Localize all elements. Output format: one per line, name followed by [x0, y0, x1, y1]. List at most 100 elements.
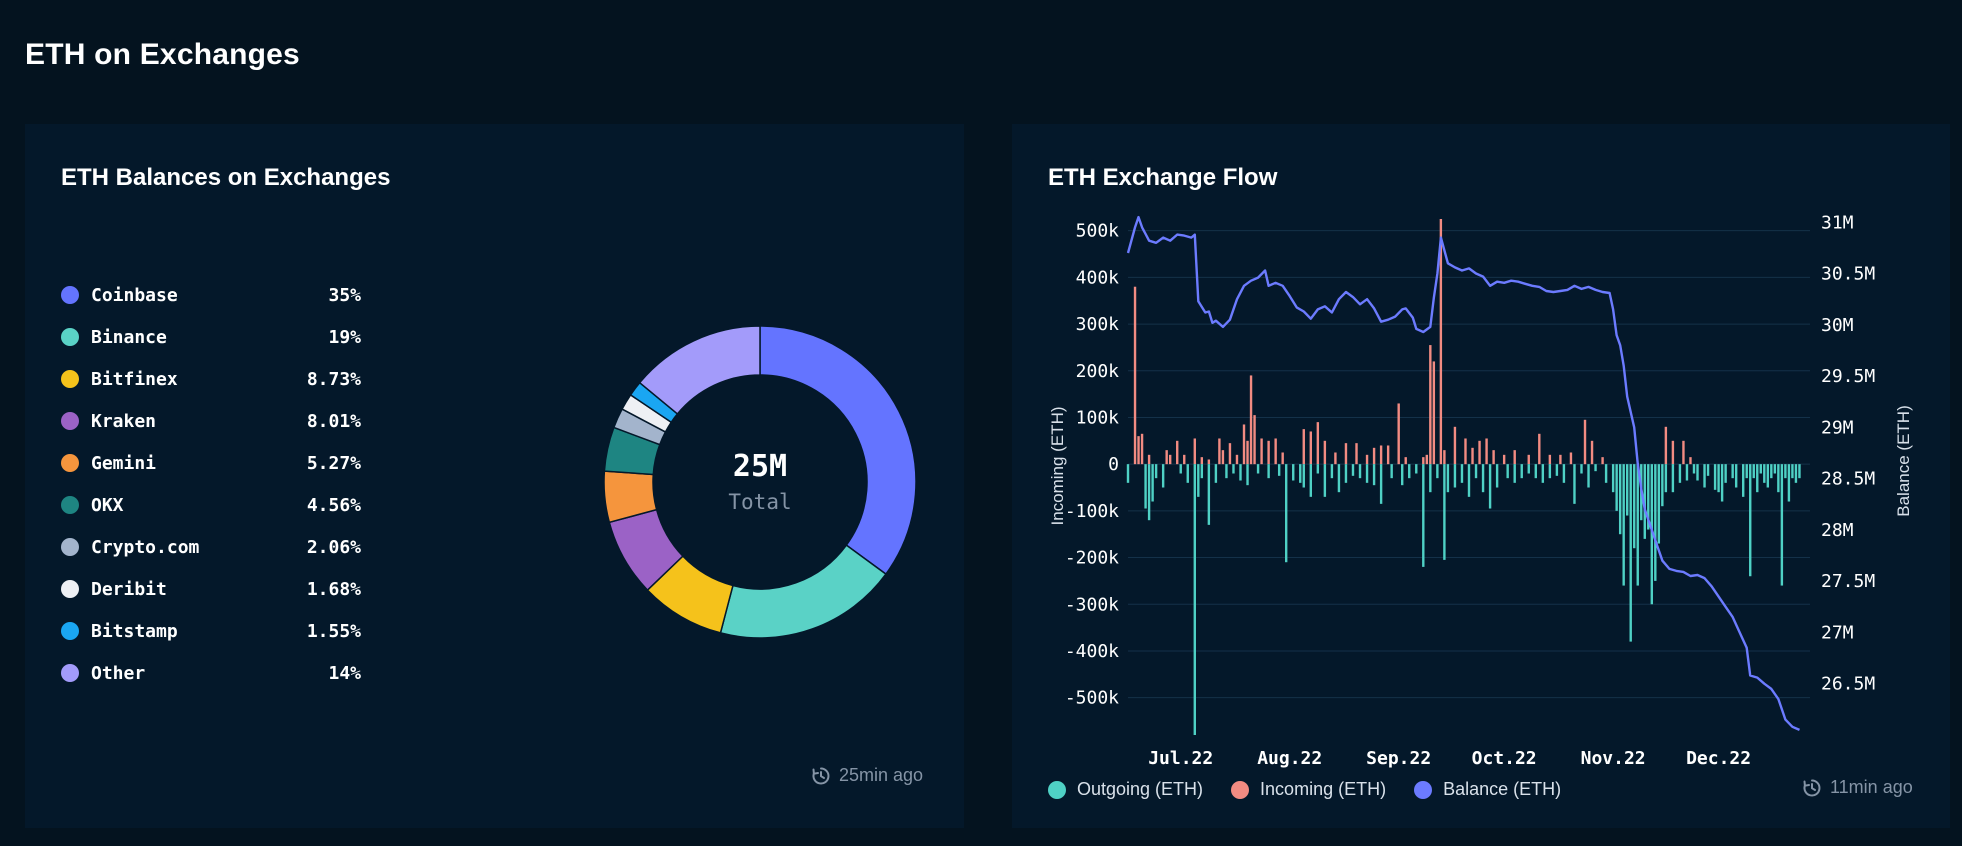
incoming-bar — [1590, 440, 1594, 465]
incoming-bar — [1323, 440, 1327, 465]
outgoing-bar — [1292, 464, 1295, 481]
donut-slice-binance[interactable] — [719, 544, 887, 639]
outgoing-bar — [1151, 464, 1154, 502]
outgoing-bar — [1555, 464, 1559, 476]
outgoing-bar — [1696, 464, 1699, 481]
x-axis-tick: Nov.22 — [1581, 748, 1646, 769]
outgoing-bar — [1671, 464, 1675, 493]
outgoing-bar — [1770, 464, 1773, 479]
outgoing-bar — [1330, 464, 1334, 479]
legend-percent: 8.01% — [306, 410, 361, 432]
outgoing-bar — [1225, 464, 1228, 479]
donut-slice-coinbase[interactable] — [759, 325, 917, 576]
legend-percent: 1.55% — [306, 620, 361, 642]
right-axis-tick: 30.5M — [1821, 264, 1875, 285]
balances-panel: ETH Balances on Exchanges Coinbase 35% Bin… — [25, 124, 964, 828]
legend-item[interactable]: Deribit 1.68% — [61, 575, 361, 603]
incoming-bar — [1429, 345, 1432, 465]
legend-name: Deribit — [91, 578, 167, 600]
incoming-bar — [1260, 438, 1263, 465]
legend-percent: 1.68% — [306, 578, 361, 600]
incoming-bar — [1425, 454, 1429, 465]
outgoing-bar — [1548, 464, 1552, 479]
donut-slice-other[interactable] — [638, 325, 761, 415]
left-axis-tick: 0 — [1108, 454, 1119, 475]
outgoing-bar — [1193, 464, 1196, 735]
incoming-bar — [1439, 219, 1443, 465]
incoming-bar — [1140, 433, 1144, 465]
incoming-bar — [1527, 454, 1530, 465]
outgoing-bar — [1724, 464, 1727, 483]
incoming-bar — [1492, 450, 1495, 465]
outgoing-bar — [1467, 464, 1471, 497]
outgoing-bar — [1527, 464, 1530, 474]
flow-legend-item[interactable]: Balance (ETH) — [1414, 779, 1561, 800]
legend-item[interactable]: Crypto.com 2.06% — [61, 533, 361, 561]
incoming-bar — [1176, 440, 1179, 465]
outgoing-bar — [1460, 464, 1464, 483]
incoming-bar — [1502, 454, 1506, 465]
flow-legend-item[interactable]: Outgoing (ETH) — [1048, 779, 1203, 800]
incoming-bar — [1397, 403, 1400, 465]
legend-item[interactable]: Gemini 5.27% — [61, 449, 361, 477]
legend-item[interactable]: Bitstamp 1.55% — [61, 617, 361, 645]
legend-item[interactable]: Kraken 8.01% — [61, 407, 361, 435]
x-axis-tick: Oct.22 — [1472, 748, 1537, 769]
outgoing-bar — [1580, 464, 1583, 474]
outgoing-bar — [1587, 464, 1590, 488]
flow-legend-item[interactable]: Incoming (ETH) — [1231, 779, 1386, 800]
outgoing-bar — [1488, 464, 1492, 509]
outgoing-bar — [1239, 464, 1242, 481]
incoming-bar — [1253, 415, 1256, 465]
outgoing-bar — [1436, 464, 1439, 479]
outgoing-bar — [1443, 464, 1446, 560]
legend-name: Binance — [91, 326, 167, 348]
legend-name: Gemini — [91, 452, 157, 474]
outgoing-bar — [1365, 464, 1369, 483]
left-axis-tick: -200k — [1065, 548, 1119, 569]
balances-updated: 25min ago — [811, 765, 923, 786]
flow-panel: ETH Exchange Flow 500k 400k 300k 200k 100k 0 -… — [1012, 124, 1950, 828]
outgoing-bar — [1534, 464, 1537, 479]
incoming-bar — [1344, 443, 1348, 465]
incoming-bar — [1432, 361, 1436, 465]
flow-right-axis-ticks: 31M 30.5M 30M 29.5M 29M 28.5M 28M 27.5M 27M 26.5M — [1821, 212, 1875, 694]
outgoing-bar — [1506, 464, 1509, 479]
outgoing-bar — [1643, 464, 1646, 539]
incoming-bar — [1165, 450, 1168, 465]
incoming-bar — [1372, 447, 1376, 465]
legend-dot — [61, 664, 79, 682]
legend-item[interactable]: Binance 19% — [61, 323, 361, 351]
incoming-bar — [1548, 454, 1552, 465]
incoming-bar — [1471, 447, 1474, 465]
incoming-bar — [1386, 445, 1390, 465]
incoming-bar — [1249, 375, 1253, 465]
outgoing-bar — [1629, 464, 1632, 642]
flow-panel-title: ETH Exchange Flow — [1048, 164, 1278, 191]
legend-percent: 2.06% — [306, 536, 361, 558]
left-axis-tick: -500k — [1065, 688, 1119, 709]
left-axis-tick: 300k — [1076, 314, 1120, 335]
flow-legend-dot — [1414, 780, 1433, 799]
outgoing-bar — [1633, 464, 1636, 549]
right-axis-tick: 27M — [1821, 622, 1854, 643]
left-axis-tick: 400k — [1076, 267, 1120, 288]
legend-item[interactable]: Other 14% — [61, 659, 361, 687]
flow-gridlines — [1128, 230, 1810, 699]
outgoing-bar — [1731, 464, 1734, 479]
outgoing-bar — [1408, 464, 1411, 479]
legend-item[interactable]: Bitfinex 8.73% — [61, 365, 361, 393]
incoming-bar — [1379, 445, 1383, 465]
balances-updated-text: 25min ago — [839, 765, 924, 785]
incoming-bar — [1267, 440, 1270, 465]
incoming-bar — [1221, 450, 1225, 465]
legend-item[interactable]: OKX 4.56% — [61, 491, 361, 519]
legend-name: Kraken — [91, 410, 157, 432]
outgoing-bar — [1713, 464, 1717, 490]
outgoing-bar — [1415, 464, 1418, 474]
incoming-bar — [1404, 457, 1407, 465]
legend-item[interactable]: Coinbase 35% — [61, 281, 361, 309]
incoming-bar — [1193, 438, 1196, 465]
outgoing-bar — [1147, 464, 1151, 521]
legend-name: OKX — [91, 494, 124, 516]
